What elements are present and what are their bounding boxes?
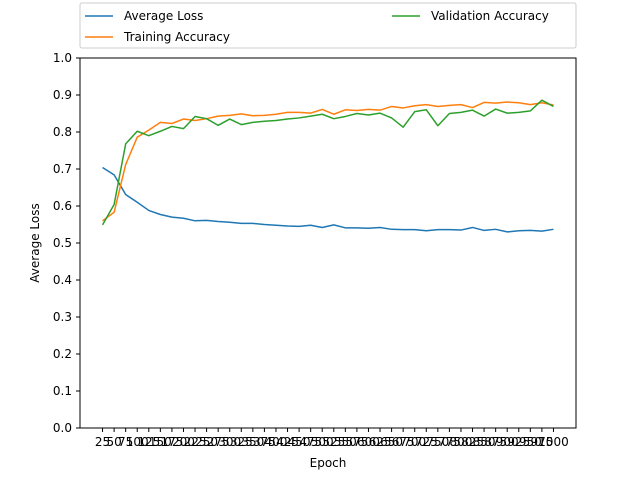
- x-axis-label: Epoch: [310, 456, 347, 470]
- x-tick-label: 850: [473, 435, 496, 449]
- plot-area: [80, 58, 576, 428]
- x-tick-label: 600: [357, 435, 380, 449]
- y-tick-label: 0.1: [53, 384, 72, 398]
- x-tick-label: 275: [207, 435, 230, 449]
- x-tick-label: 125: [137, 435, 160, 449]
- legend-label: Training Accuracy: [123, 30, 230, 44]
- x-tick-label: 175: [160, 435, 183, 449]
- x-tick-label: 900: [496, 435, 519, 449]
- x-tick-label: 375: [253, 435, 276, 449]
- x-tick-label: 925: [507, 435, 530, 449]
- legend-label: Average Loss: [124, 9, 203, 23]
- y-tick-label: 0.3: [53, 310, 72, 324]
- y-tick-label: 0.6: [53, 199, 72, 213]
- y-axis-ticks: 0.0 0.1 0.2 0.3 0.4 0.5 0.6 0.7 0.8 0.9 1.0: [53, 51, 80, 435]
- x-tick-label: 825: [461, 435, 484, 449]
- x-tick-label: 650: [380, 435, 403, 449]
- x-tick-label: 725: [415, 435, 438, 449]
- legend-box: [79, 2, 577, 49]
- series-line-training-accuracy: [102, 101, 554, 222]
- x-tick-label: 975: [530, 435, 553, 449]
- y-tick-label: 0.0: [53, 421, 72, 435]
- x-tick-label: 625: [369, 435, 392, 449]
- y-tick-label: 0.7: [53, 162, 72, 176]
- x-tick-label: 425: [276, 435, 299, 449]
- y-tick-label: 0.9: [53, 88, 72, 102]
- x-tick-label: 775: [438, 435, 461, 449]
- legend: Average Loss Training Accuracy Validation …: [79, 2, 577, 49]
- y-tick-label: 1.0: [53, 51, 72, 65]
- y-tick-label: 0.8: [53, 125, 72, 139]
- x-tick-label: 400: [265, 435, 288, 449]
- x-tick-label: 750: [426, 435, 449, 449]
- x-tick-label: 25: [95, 435, 110, 449]
- x-tick-label: 700: [403, 435, 426, 449]
- x-tick-label: 300: [218, 435, 241, 449]
- x-tick-label: 475: [299, 435, 322, 449]
- x-tick-label: 100: [126, 435, 149, 449]
- x-axis-ticks: 2550751001251501752002252502753003253503…: [95, 428, 569, 449]
- x-tick-label: 525: [322, 435, 345, 449]
- series-line-average-loss: [102, 166, 554, 233]
- x-tick-label: 575: [345, 435, 368, 449]
- series-line-validation-accuracy: [101, 99, 554, 226]
- x-tick-label: 150: [149, 435, 172, 449]
- x-tick-label: 350: [241, 435, 264, 449]
- x-tick-label: 200: [172, 435, 195, 449]
- x-tick-label: 450: [288, 435, 311, 449]
- y-tick-label: 0.5: [53, 236, 72, 250]
- x-tick-label: 225: [184, 435, 207, 449]
- x-tick-label: 75: [118, 435, 133, 449]
- x-tick-label: 500: [311, 435, 334, 449]
- y-axis-label: Average Loss: [28, 203, 42, 282]
- x-tick-label: 50: [106, 435, 121, 449]
- y-tick-label: 0.4: [53, 273, 72, 287]
- plot-frame: [79, 57, 577, 429]
- x-tick-label: 800: [450, 435, 473, 449]
- x-tick-label: 875: [484, 435, 507, 449]
- y-tick-label: 0.2: [53, 347, 72, 361]
- x-tick-label: 950: [519, 435, 542, 449]
- x-tick-label: 325: [230, 435, 253, 449]
- x-tick-label: 1000: [538, 435, 569, 449]
- series-layer: [101, 99, 554, 233]
- legend-label: Validation Accuracy: [431, 9, 549, 23]
- x-tick-label: 250: [195, 435, 218, 449]
- x-tick-label: 550: [334, 435, 357, 449]
- x-tick-label: 675: [392, 435, 415, 449]
